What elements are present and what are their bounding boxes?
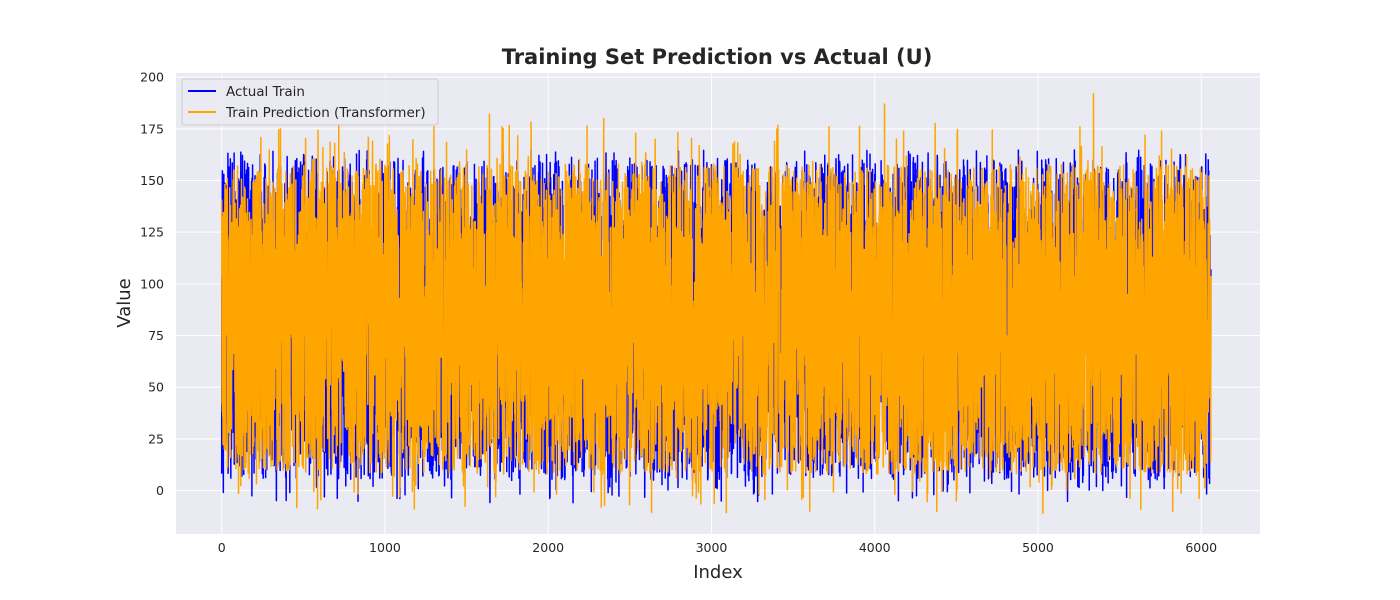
y-tick-label: 0 xyxy=(156,483,164,498)
x-tick-label: 0 xyxy=(218,540,226,555)
legend-box xyxy=(181,78,439,126)
legend-label-actual: Actual Train xyxy=(226,84,305,100)
series-layer xyxy=(220,92,1212,515)
y-tick-label: 200 xyxy=(140,70,164,85)
x-tick-label: 1000 xyxy=(369,540,401,555)
y-tick-label: 75 xyxy=(148,328,164,343)
y-tick-label: 100 xyxy=(140,276,164,291)
legend: Actual Train Train Prediction (Transform… xyxy=(181,78,439,126)
y-tick-label: 25 xyxy=(148,431,164,446)
y-axis-label: Value xyxy=(114,278,135,327)
y-tick-label: 175 xyxy=(140,121,164,136)
x-axis-ticks: 0 1000 2000 3000 4000 5000 6000 xyxy=(218,540,1217,555)
x-tick-label: 6000 xyxy=(1185,540,1217,555)
y-tick-label: 125 xyxy=(140,225,164,240)
series-line-train-prediction xyxy=(220,92,1212,515)
x-tick-label: 4000 xyxy=(859,540,891,555)
y-axis-ticks: 0 25 50 75 100 125 150 175 200 xyxy=(140,70,164,498)
x-tick-label: 5000 xyxy=(1022,540,1054,555)
x-tick-label: 2000 xyxy=(532,540,564,555)
y-tick-label: 150 xyxy=(140,173,164,188)
x-tick-label: 3000 xyxy=(696,540,728,555)
chart-title: Training Set Prediction vs Actual (U) xyxy=(502,45,933,69)
x-axis-label: Index xyxy=(693,562,743,583)
legend-label-prediction: Train Prediction (Transformer) xyxy=(225,105,426,121)
y-tick-label: 50 xyxy=(148,380,164,395)
